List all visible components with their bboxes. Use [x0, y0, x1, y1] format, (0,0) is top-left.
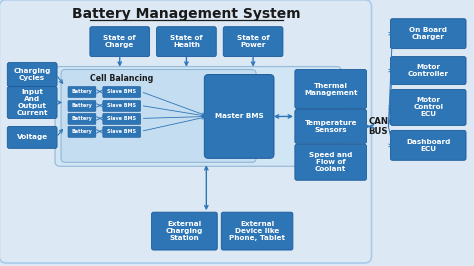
FancyBboxPatch shape [391, 90, 466, 125]
FancyBboxPatch shape [7, 126, 57, 148]
Text: Battery: Battery [72, 129, 92, 134]
FancyBboxPatch shape [0, 0, 372, 263]
FancyBboxPatch shape [68, 113, 96, 124]
Text: On Board
Charger: On Board Charger [409, 27, 447, 40]
FancyBboxPatch shape [204, 74, 274, 158]
Text: Charging
Cycles: Charging Cycles [13, 68, 51, 81]
FancyBboxPatch shape [90, 27, 150, 57]
Text: State of
Health: State of Health [170, 35, 203, 48]
Text: Slave BMS: Slave BMS [107, 116, 136, 121]
FancyBboxPatch shape [68, 101, 96, 111]
Text: Motor
Control
ECU: Motor Control ECU [413, 97, 443, 118]
Text: Input
And
Output
Current: Input And Output Current [17, 89, 48, 116]
Text: Battery Management System: Battery Management System [72, 7, 301, 21]
Text: Voltage: Voltage [17, 134, 48, 140]
FancyBboxPatch shape [68, 126, 96, 137]
FancyBboxPatch shape [7, 86, 57, 118]
Text: Thermal
Management: Thermal Management [304, 82, 357, 95]
Text: Battery: Battery [72, 89, 92, 94]
Text: External
Charging
Station: External Charging Station [166, 221, 203, 241]
FancyBboxPatch shape [295, 70, 366, 109]
Text: Slave BMS: Slave BMS [107, 103, 136, 108]
FancyBboxPatch shape [223, 27, 283, 57]
FancyBboxPatch shape [221, 212, 293, 250]
FancyBboxPatch shape [391, 19, 466, 49]
Text: State of
Charge: State of Charge [103, 35, 136, 48]
FancyBboxPatch shape [391, 130, 466, 160]
FancyBboxPatch shape [7, 63, 57, 86]
Text: External
Device like
Phone, Tablet: External Device like Phone, Tablet [229, 221, 285, 241]
FancyBboxPatch shape [103, 113, 141, 124]
FancyBboxPatch shape [68, 86, 96, 98]
Text: Slave BMS: Slave BMS [107, 89, 136, 94]
Text: Master BMS: Master BMS [215, 113, 264, 119]
FancyBboxPatch shape [61, 70, 256, 162]
Text: Dashboard
ECU: Dashboard ECU [406, 139, 450, 152]
Text: Temperature
Sensors: Temperature Sensors [304, 120, 357, 133]
FancyBboxPatch shape [152, 212, 217, 250]
FancyBboxPatch shape [103, 86, 141, 98]
Text: State of
Power: State of Power [237, 35, 269, 48]
Text: Battery: Battery [72, 116, 92, 121]
Text: Slave BMS: Slave BMS [107, 129, 136, 134]
Text: Speed and
Flow of
Coolant: Speed and Flow of Coolant [309, 152, 352, 172]
FancyBboxPatch shape [55, 66, 342, 166]
Text: Cell Balancing: Cell Balancing [90, 74, 153, 83]
FancyBboxPatch shape [295, 144, 366, 180]
Text: Motor
Controller: Motor Controller [408, 64, 449, 77]
Text: Battery: Battery [72, 103, 92, 108]
Text: CAN
BUS: CAN BUS [368, 117, 389, 136]
FancyBboxPatch shape [103, 126, 141, 137]
FancyBboxPatch shape [103, 101, 141, 111]
FancyBboxPatch shape [391, 57, 466, 85]
FancyBboxPatch shape [295, 109, 366, 143]
FancyBboxPatch shape [156, 27, 216, 57]
